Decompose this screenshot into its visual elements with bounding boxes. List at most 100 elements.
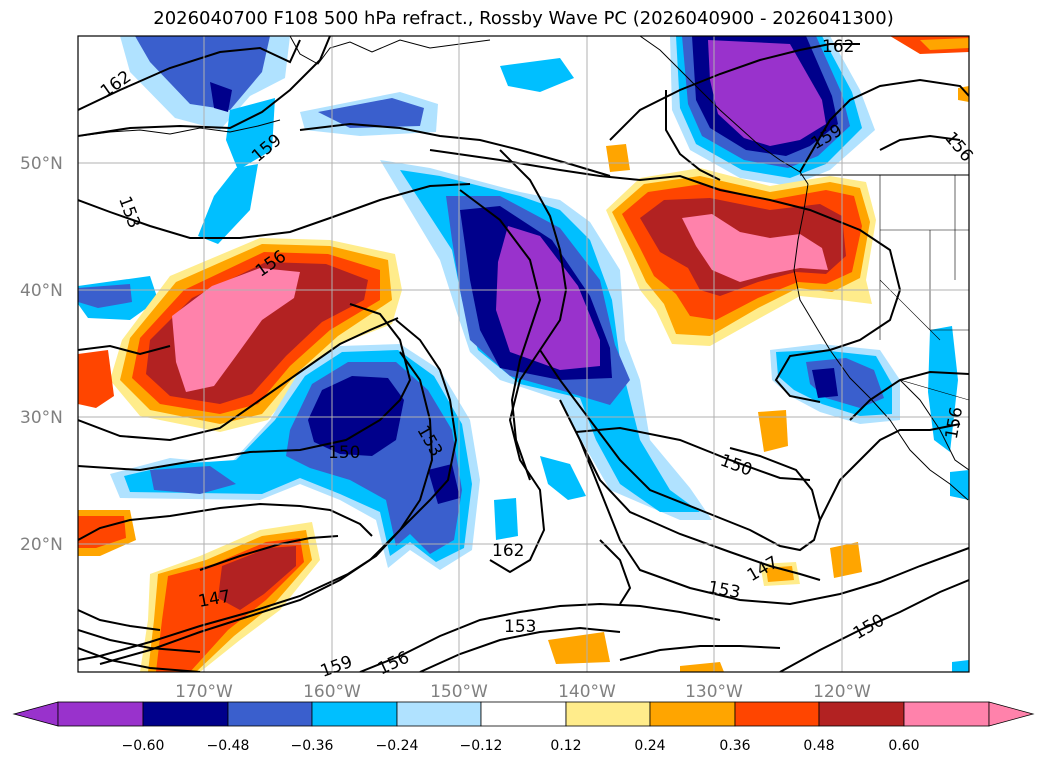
shade-blue bbox=[135, 36, 270, 110]
lon-label: 120°W bbox=[813, 682, 871, 702]
plot-frame bbox=[77, 35, 970, 673]
shade-navy bbox=[210, 82, 232, 112]
colorbar-segment bbox=[649, 701, 736, 727]
colorbar-segment bbox=[142, 701, 229, 727]
shade-cyan bbox=[540, 456, 586, 500]
contour-line bbox=[78, 344, 171, 356]
contour-line bbox=[599, 539, 632, 605]
colorbar-tick-label: −0.48 bbox=[207, 738, 250, 754]
contour-line bbox=[459, 189, 542, 481]
shade-cyan bbox=[928, 326, 958, 452]
refractivity-fill-layer bbox=[78, 36, 969, 672]
colorbar-tick-label: −0.24 bbox=[376, 738, 419, 754]
colorbar-extend-max bbox=[988, 701, 1035, 727]
colorbar-tick-label: 0.24 bbox=[634, 738, 665, 754]
contour-line bbox=[799, 78, 969, 173]
shade-navy bbox=[812, 368, 838, 398]
contour-line bbox=[579, 439, 969, 606]
lon-label: 130°W bbox=[685, 682, 743, 702]
contour-line bbox=[779, 579, 969, 672]
contour-label: 162 bbox=[492, 541, 524, 561]
colorbar-segment bbox=[565, 701, 651, 727]
colorbar-tick-label: −0.12 bbox=[460, 738, 503, 754]
contour-line bbox=[78, 183, 471, 239]
longitude-labels: 170°W 160°W 150°W 140°W 130°W 120°W bbox=[175, 682, 871, 702]
colorbar-segment bbox=[480, 701, 567, 727]
colorbar-tick-label: −0.60 bbox=[122, 738, 165, 754]
contour-label: 153 bbox=[504, 617, 536, 637]
colorbar-segment bbox=[311, 701, 398, 727]
shade-firebrick bbox=[218, 546, 296, 610]
contour-label: 150 bbox=[717, 451, 754, 481]
contour-line bbox=[78, 36, 331, 137]
shade-purple bbox=[708, 40, 826, 146]
shade-redorange bbox=[78, 350, 114, 408]
contour-line bbox=[665, 90, 721, 181]
latitude-labels: 50°N 40°N 30°N 20°N bbox=[20, 154, 63, 555]
shade-orange bbox=[606, 144, 630, 172]
shade-blue bbox=[150, 466, 236, 494]
lon-label: 160°W bbox=[303, 682, 361, 702]
lon-label: 170°W bbox=[175, 682, 233, 702]
contour-line bbox=[849, 370, 969, 421]
contour-label: 162 bbox=[97, 67, 135, 102]
contour-line bbox=[78, 39, 301, 111]
contour-line bbox=[489, 149, 568, 574]
contour-line bbox=[78, 647, 201, 672]
shade-purple bbox=[496, 226, 600, 370]
map-title: 2026040700 F108 500 hPa refract., Rossby… bbox=[153, 8, 894, 29]
contour-line bbox=[299, 122, 611, 177]
colorbar-tick-label: 0.36 bbox=[719, 738, 750, 754]
contour-label: 159 bbox=[318, 652, 355, 682]
contour-line bbox=[575, 426, 811, 481]
aleutian-islands bbox=[79, 119, 281, 137]
shade-pink bbox=[682, 214, 828, 282]
shade-orange bbox=[548, 632, 610, 664]
contour-line bbox=[359, 602, 721, 672]
colorbar-segment bbox=[903, 701, 990, 727]
contour-label: 153 bbox=[706, 578, 741, 603]
shade-blue bbox=[318, 98, 424, 128]
contour-label: 156 bbox=[942, 405, 967, 440]
colorbar-tick-label: 0.60 bbox=[888, 738, 919, 754]
colorbar-extend-min bbox=[12, 701, 59, 727]
shade-cyan bbox=[494, 498, 518, 540]
mexico-coastline bbox=[899, 379, 969, 471]
colorbar bbox=[12, 701, 1035, 727]
lon-label: 140°W bbox=[558, 682, 616, 702]
contour-line bbox=[539, 349, 822, 552]
contour-line bbox=[78, 502, 373, 541]
colorbar-segment bbox=[57, 701, 144, 727]
contour-line bbox=[78, 303, 412, 472]
colorbar-segment bbox=[734, 701, 820, 727]
contour-line bbox=[609, 43, 860, 141]
contour-line bbox=[879, 134, 961, 151]
contour-label: 162 bbox=[822, 37, 854, 57]
alaska-coastline bbox=[289, 36, 491, 65]
colorbar-tick-label: 0.12 bbox=[550, 738, 581, 754]
baja-coastline bbox=[869, 397, 969, 501]
shade-cyan bbox=[952, 660, 969, 672]
state-borders bbox=[879, 175, 969, 401]
colorbar-tick-label: 0.48 bbox=[803, 738, 834, 754]
contour-label: 156 bbox=[940, 128, 976, 166]
contour-line bbox=[78, 317, 399, 442]
alaska-panhandle bbox=[639, 36, 809, 185]
lat-label: 30°N bbox=[20, 408, 63, 428]
shade-orange bbox=[830, 542, 862, 578]
contour-label: 150 bbox=[850, 610, 888, 644]
shade-cyan bbox=[950, 470, 969, 500]
contour-line bbox=[819, 423, 961, 521]
colorbar-segment bbox=[227, 701, 313, 727]
contour-line bbox=[78, 629, 201, 653]
colorbar-tick-label: −0.36 bbox=[291, 738, 334, 754]
lon-label: 150°W bbox=[430, 682, 488, 702]
shade-orange bbox=[758, 410, 788, 452]
lat-label: 40°N bbox=[20, 281, 63, 301]
shade-orange bbox=[920, 38, 969, 50]
graticule bbox=[78, 36, 969, 672]
lat-label: 50°N bbox=[20, 154, 63, 174]
shade-cyan bbox=[500, 58, 574, 92]
shade-orange bbox=[680, 662, 724, 672]
